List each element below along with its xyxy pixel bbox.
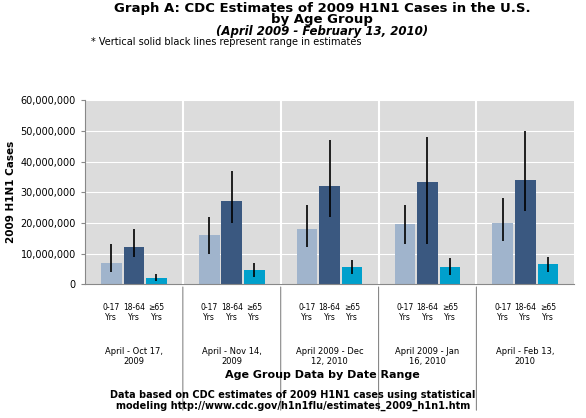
Text: modeling http://www.cdc.gov/h1n1flu/estimates_2009_h1n1.htm: modeling http://www.cdc.gov/h1n1flu/esti… xyxy=(116,400,470,411)
Text: 18-64
Yrs: 18-64 Yrs xyxy=(319,303,340,322)
Bar xyxy=(146,278,167,284)
Bar xyxy=(319,186,340,284)
Text: ≥65
Yrs: ≥65 Yrs xyxy=(540,303,556,322)
Bar xyxy=(342,268,363,284)
Text: 18-64
Yrs: 18-64 Yrs xyxy=(515,303,536,322)
Text: April 2009 - Jan
16, 2010: April 2009 - Jan 16, 2010 xyxy=(396,347,459,366)
Bar xyxy=(101,263,122,284)
Text: (April 2009 - February 13, 2010): (April 2009 - February 13, 2010) xyxy=(216,25,428,38)
Text: 0-17
Yrs: 0-17 Yrs xyxy=(396,303,414,322)
Bar xyxy=(244,270,265,284)
Bar xyxy=(297,229,318,284)
Text: April - Feb 13,
2010: April - Feb 13, 2010 xyxy=(496,347,554,366)
Text: April - Oct 17,
2009: April - Oct 17, 2009 xyxy=(105,347,163,366)
Text: Graph A: CDC Estimates of 2009 H1N1 Cases in the U.S.: Graph A: CDC Estimates of 2009 H1N1 Case… xyxy=(114,2,530,15)
Text: 0-17
Yrs: 0-17 Yrs xyxy=(298,303,316,322)
Bar xyxy=(492,223,513,284)
Bar xyxy=(417,181,438,284)
Bar xyxy=(394,224,415,284)
Text: ≥65
Yrs: ≥65 Yrs xyxy=(148,303,165,322)
Text: Data based on CDC estimates of 2009 H1N1 cases using statistical: Data based on CDC estimates of 2009 H1N1… xyxy=(110,390,476,400)
Text: ≥65
Yrs: ≥65 Yrs xyxy=(442,303,458,322)
Text: April - Nov 14,
2009: April - Nov 14, 2009 xyxy=(202,347,262,366)
Text: by Age Group: by Age Group xyxy=(271,13,373,26)
Y-axis label: 2009 H1N1 Cases: 2009 H1N1 Cases xyxy=(6,141,16,243)
Bar xyxy=(199,235,220,284)
Text: April 2009 - Dec
12, 2010: April 2009 - Dec 12, 2010 xyxy=(296,347,363,366)
Text: ≥65
Yrs: ≥65 Yrs xyxy=(344,303,360,322)
Text: * Vertical solid black lines represent range in estimates: * Vertical solid black lines represent r… xyxy=(91,37,362,47)
Text: Age Group Data by Date Range: Age Group Data by Date Range xyxy=(225,370,420,380)
Text: 18-64
Yrs: 18-64 Yrs xyxy=(221,303,243,322)
Bar xyxy=(537,264,558,284)
Bar xyxy=(124,247,144,284)
Bar xyxy=(440,268,461,284)
Bar xyxy=(515,180,536,284)
Text: 18-64
Yrs: 18-64 Yrs xyxy=(417,303,438,322)
Bar xyxy=(222,201,242,284)
Text: 0-17
Yrs: 0-17 Yrs xyxy=(494,303,512,322)
Text: 0-17
Yrs: 0-17 Yrs xyxy=(103,303,120,322)
Text: 0-17
Yrs: 0-17 Yrs xyxy=(200,303,218,322)
Text: 18-64
Yrs: 18-64 Yrs xyxy=(123,303,145,322)
Text: ≥65
Yrs: ≥65 Yrs xyxy=(246,303,263,322)
